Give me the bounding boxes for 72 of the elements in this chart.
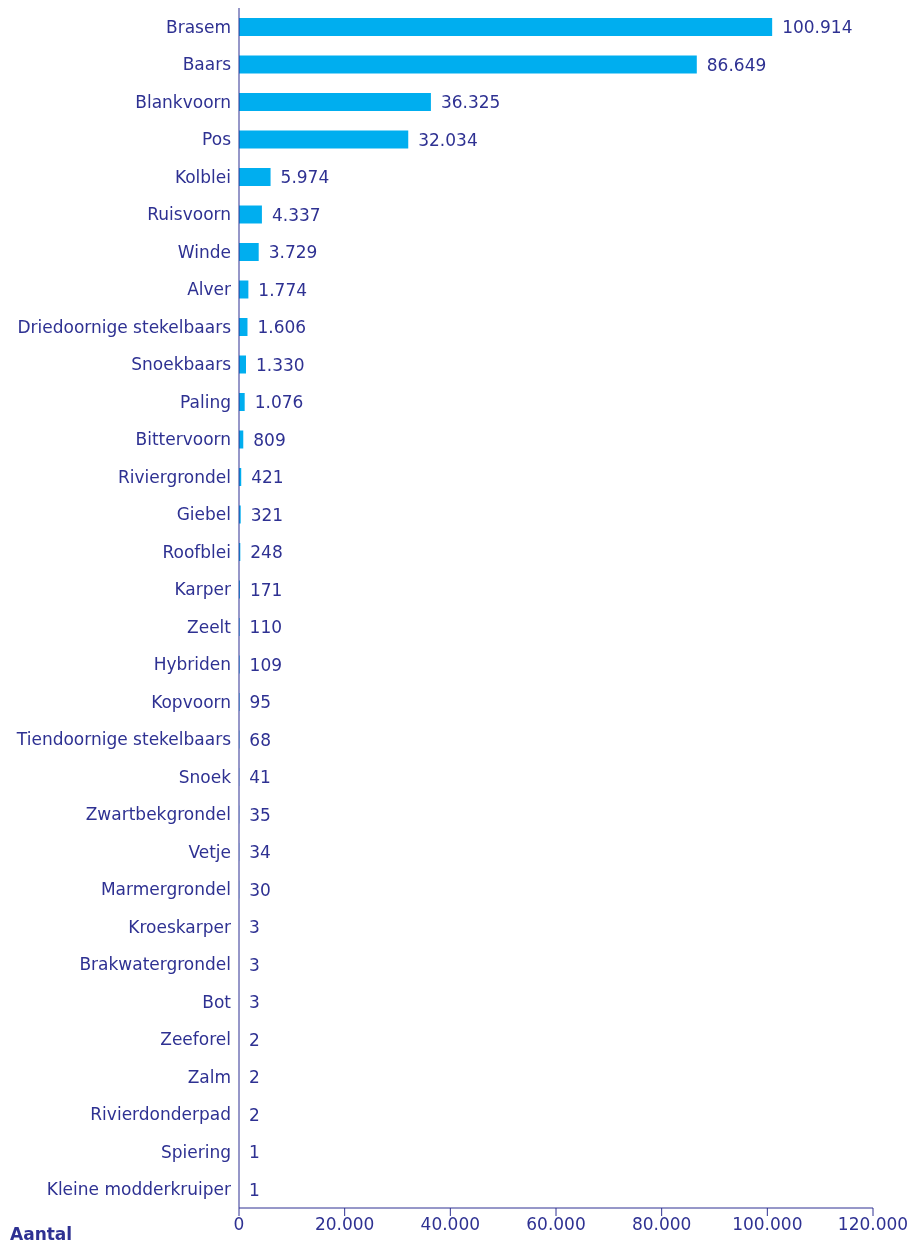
y-tick-label: Alver: [187, 279, 231, 300]
data-label: 110: [249, 617, 283, 638]
data-label: 1: [249, 1142, 260, 1163]
y-tick-label: Kroeskarper: [128, 916, 231, 937]
data-label: 5.974: [280, 167, 330, 188]
y-tick-label: Hybriden: [153, 654, 231, 675]
data-label: 34: [249, 842, 271, 863]
y-tick-label: Zwartbekgrondel: [85, 804, 231, 825]
data-label: 100.914: [782, 17, 853, 38]
data-label: 2: [249, 1067, 260, 1088]
data-label: 171: [249, 579, 283, 600]
x-tick-label: 0: [233, 1214, 245, 1235]
data-label: 321: [250, 504, 284, 525]
y-tick-label: Paling: [180, 391, 231, 412]
data-label: 95: [249, 692, 272, 713]
y-tick-label: Kolblei: [174, 166, 231, 187]
y-tick-label: Brakwatergrondel: [79, 954, 231, 975]
x-tick-label: 100.000: [732, 1214, 803, 1235]
y-tick-label: Winde: [177, 241, 231, 262]
y-tick-label: Brasem: [166, 16, 231, 37]
y-tick-label: Marmergrondel: [100, 879, 231, 900]
data-label: 86.649: [706, 54, 767, 75]
x-tick-label: 20.000: [314, 1214, 375, 1235]
y-tick-label: Riviergrondel: [117, 466, 231, 487]
y-tick-label: Zalm: [187, 1066, 231, 1087]
x-tick-label: 120.000: [837, 1214, 909, 1235]
y-tick-label: Zeelt: [187, 616, 232, 637]
y-tick-label: Spiering: [160, 1141, 231, 1162]
data-label: 1.076: [254, 392, 304, 413]
data-label: 3: [249, 917, 260, 938]
data-label: 41: [249, 767, 271, 788]
x-tick-label: 80.000: [631, 1214, 692, 1235]
data-label: 248: [250, 542, 283, 563]
x-axis-title: Aantal: [10, 1224, 73, 1244]
data-label: 3: [249, 954, 260, 975]
data-label: 1: [249, 1179, 260, 1200]
y-tick-label: Baars: [182, 54, 232, 75]
y-tick-label: Kleine modderkruiper: [46, 1179, 231, 1200]
y-tick-label: Kopvoorn: [151, 691, 231, 712]
data-label: 2: [249, 1029, 260, 1050]
data-label: 30: [249, 879, 271, 900]
y-tick-label: Bot: [202, 991, 232, 1012]
y-tick-label: Vetje: [188, 841, 231, 862]
data-label: 809: [253, 429, 286, 450]
data-label: 3: [249, 992, 260, 1013]
x-tick-label: 40.000: [420, 1214, 481, 1235]
y-tick-label: Snoekbaars: [131, 354, 232, 375]
y-tick-label: Giebel: [176, 504, 231, 525]
data-label: 1.330: [256, 354, 305, 375]
y-tick-label: Karper: [174, 579, 232, 600]
data-label: 32.034: [418, 129, 478, 150]
y-tick-label: Blankvoorn: [135, 91, 231, 112]
data-label: 36.325: [440, 92, 501, 113]
y-tick-label: Rivierdonderpad: [90, 1104, 231, 1125]
y-tick-label: Tiendoornige stekelbaars: [15, 729, 232, 750]
data-label: 421: [251, 467, 284, 488]
y-tick-label: Zeeforel: [160, 1029, 231, 1050]
data-label: 3.729: [268, 242, 318, 263]
y-tick-label: Bittervoorn: [135, 429, 231, 450]
y-tick-label: Snoek: [178, 766, 232, 787]
y-tick-label: Driedoornige stekelbaars: [17, 316, 232, 337]
x-tick-label: 60.000: [526, 1214, 586, 1235]
y-tick-label: Pos: [202, 129, 232, 150]
data-label: 1.774: [258, 279, 308, 300]
data-label: 2: [249, 1104, 260, 1125]
data-label: 1.606: [257, 317, 307, 338]
data-label: 35: [249, 804, 271, 825]
data-label: 4.337: [271, 204, 321, 225]
data-label: 109: [249, 654, 283, 675]
data-label: 68: [249, 729, 271, 750]
y-tick-label: Roofblei: [162, 541, 231, 562]
y-tick-label: Ruisvoorn: [147, 204, 231, 225]
